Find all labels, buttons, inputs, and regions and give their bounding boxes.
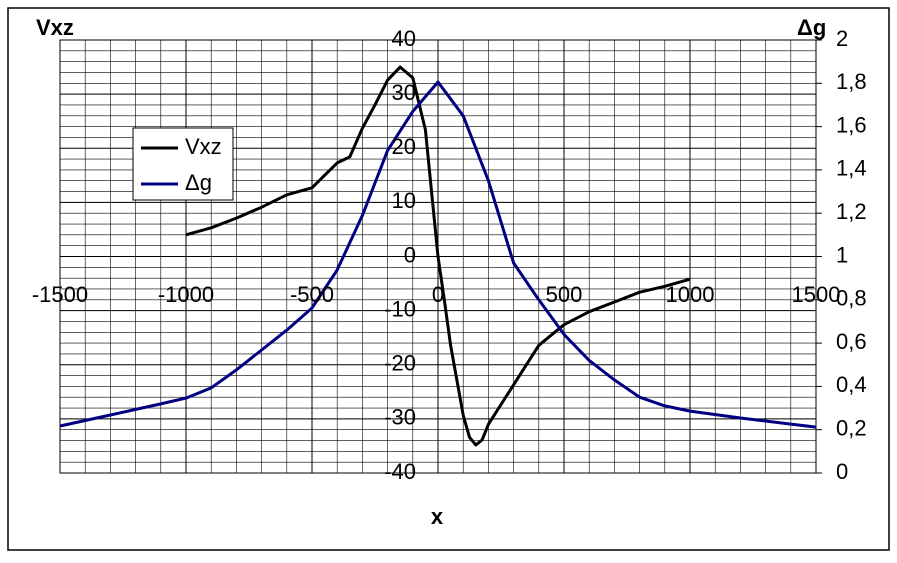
y-tick-label: 20 — [392, 134, 416, 159]
y2-tick-label: 1,4 — [836, 156, 867, 181]
y-tick-label: 10 — [392, 188, 416, 213]
x-tick-label: -500 — [290, 282, 334, 307]
y-tick-label: -10 — [384, 296, 416, 321]
y-tick-label: 30 — [392, 80, 416, 105]
y-tick-label: -20 — [384, 351, 416, 376]
y2-tick-label: 1,2 — [836, 199, 867, 224]
y2-tick-label: 0,2 — [836, 416, 867, 441]
y2-axis-title: Δg — [797, 15, 826, 40]
data-line — [185, 65, 691, 447]
y2-tick-label: 0,6 — [836, 329, 867, 354]
y2-tick-label: 1 — [836, 242, 848, 267]
data-line — [59, 80, 817, 429]
x-axis-title: x — [431, 504, 444, 529]
y2-tick-label: 0 — [836, 459, 848, 484]
y2-tick-label: 1,6 — [836, 112, 867, 137]
y2-tick-label: 0,8 — [836, 286, 867, 311]
legend-label: Δg — [185, 170, 212, 195]
y-tick-label: -30 — [384, 405, 416, 430]
x-tick-label: -1500 — [32, 282, 88, 307]
y-tick-label: 0 — [404, 242, 416, 267]
y2-tick-label: 0,4 — [836, 372, 867, 397]
y-tick-label: 40 — [392, 26, 416, 51]
chart-border — [7, 7, 890, 551]
x-tick-label: -1000 — [158, 282, 214, 307]
x-tick-label: 1000 — [666, 282, 715, 307]
legend-box — [132, 127, 234, 201]
y2-tick-label: 1,8 — [836, 69, 867, 94]
y-axis-title: Vxz — [36, 15, 74, 40]
y-tick-label: -40 — [384, 459, 416, 484]
x-tick-label: 500 — [546, 282, 583, 307]
legend-label: Vxz — [185, 134, 222, 159]
x-tick-label: 0 — [432, 282, 444, 307]
lines — [59, 65, 817, 447]
legend: Vxz Δg — [132, 127, 234, 201]
x-tick-label: 1500 — [792, 282, 841, 307]
y2-tick-label: 2 — [836, 26, 848, 51]
